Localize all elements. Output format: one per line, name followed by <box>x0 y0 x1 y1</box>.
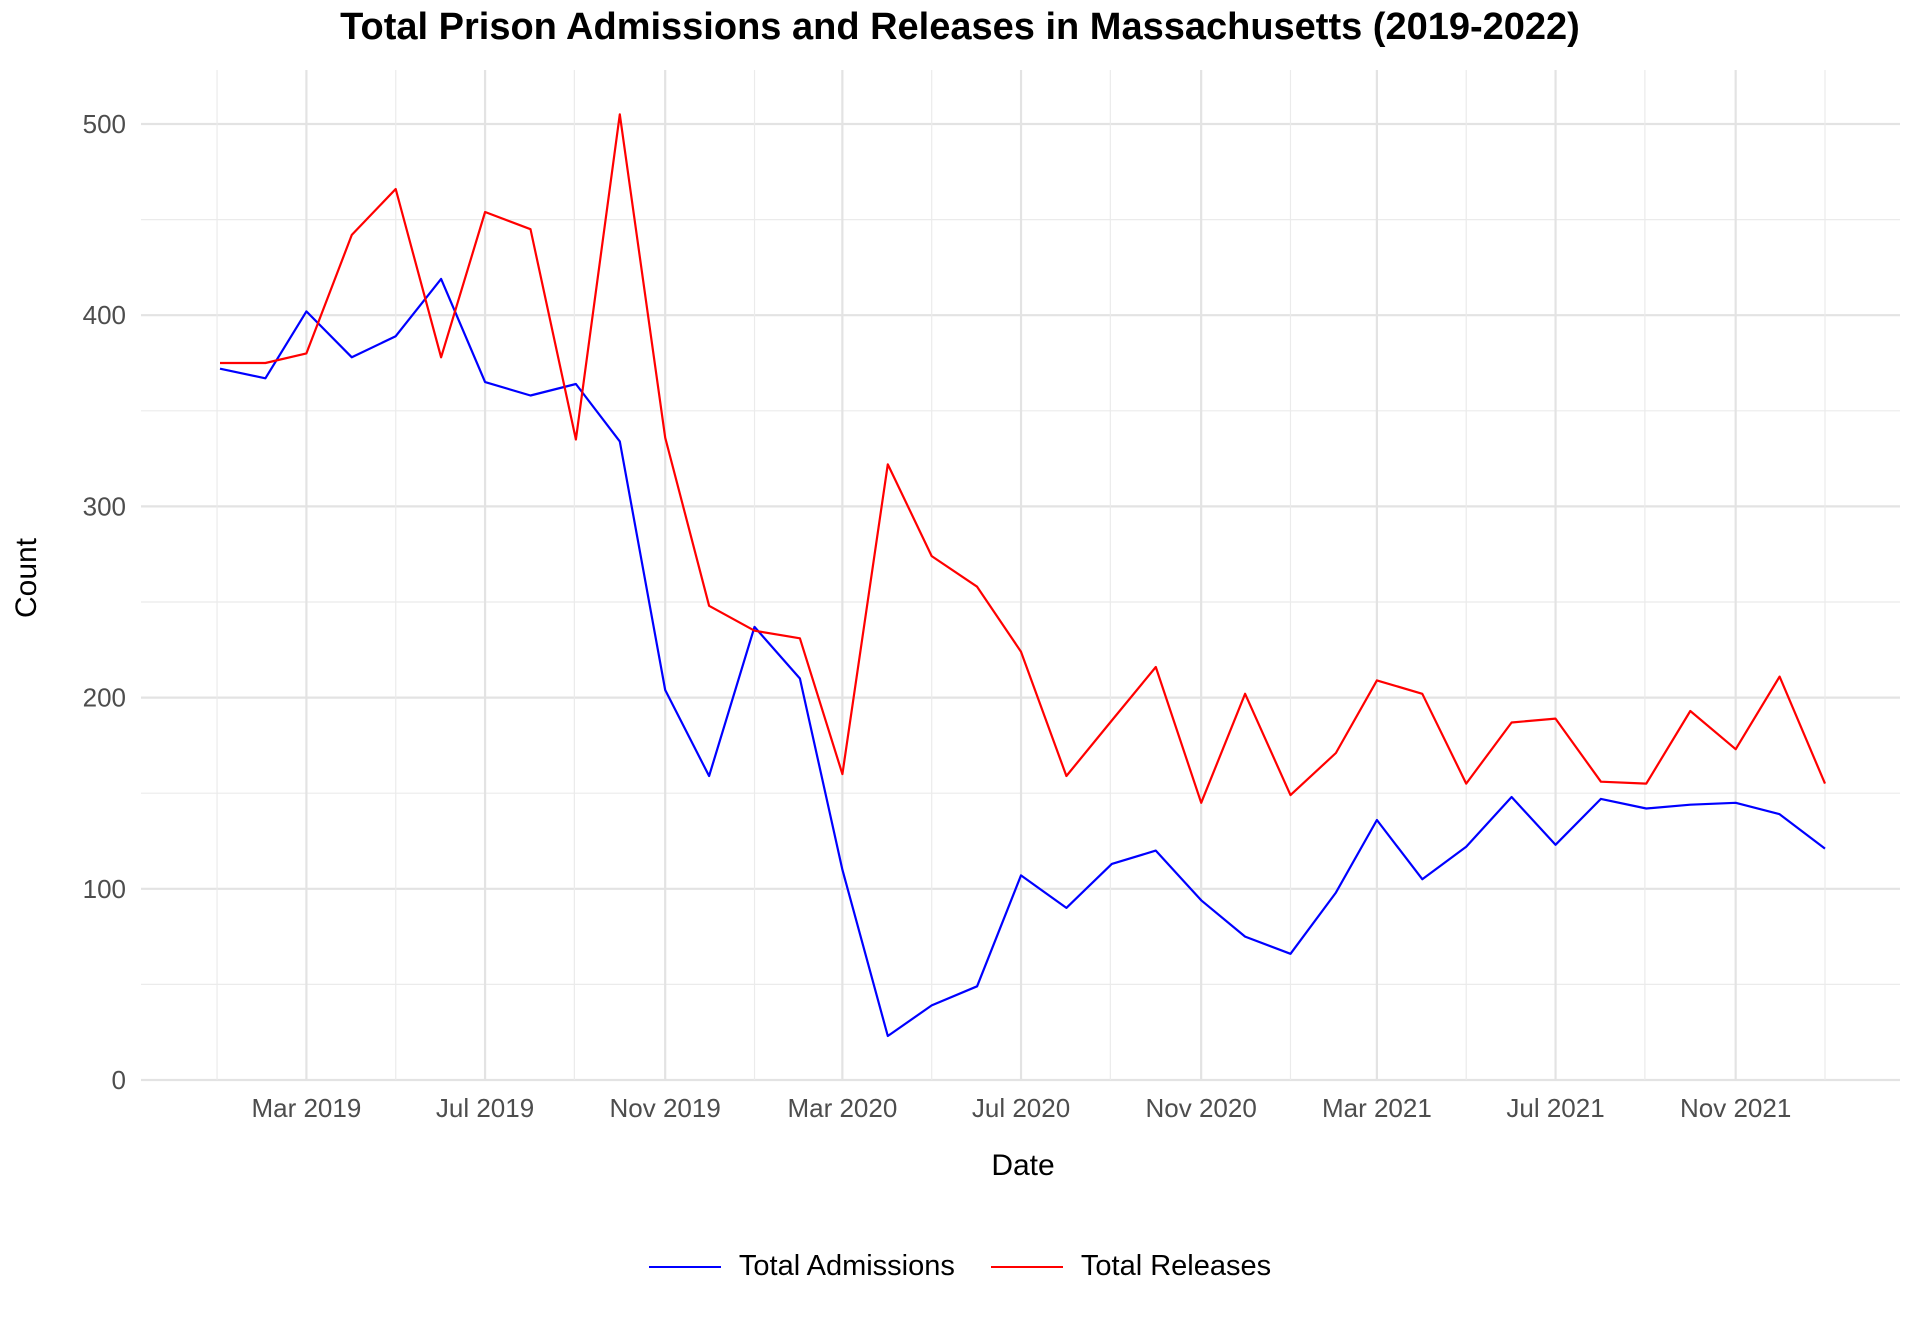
series-line-releases <box>220 113 1827 804</box>
y-tick-label: 100 <box>83 874 126 904</box>
grid-lines <box>141 70 1900 1082</box>
legend-item-admissions: Total Admissions <box>648 1250 955 1283</box>
legend: Total Admissions Total Releases <box>0 1250 1920 1283</box>
y-tick-label: 0 <box>112 1065 126 1095</box>
y-tick-label: 400 <box>83 300 126 330</box>
legend-label-releases: Total Releases <box>1080 1250 1272 1282</box>
x-tick-label: Nov 2019 <box>610 1093 721 1123</box>
legend-label-admissions: Total Admissions <box>738 1250 955 1282</box>
x-tick-label: Nov 2020 <box>1146 1093 1257 1123</box>
legend-key-releases <box>990 1265 1063 1268</box>
x-tick-label: Jul 2019 <box>436 1093 534 1123</box>
x-tick-label: Nov 2021 <box>1680 1093 1791 1123</box>
chart-title: Total Prison Admissions and Releases in … <box>340 6 1580 48</box>
legend-item-releases: Total Releases <box>990 1250 1272 1283</box>
x-tick-label: Jul 2021 <box>1506 1093 1604 1123</box>
x-axis-title: Date <box>991 1149 1054 1182</box>
x-tick-label: Mar 2020 <box>787 1093 897 1123</box>
x-tick-label: Mar 2019 <box>251 1093 361 1123</box>
y-axis-ticks: 0 100 200 300 400 500 <box>83 109 126 1095</box>
y-tick-label: 500 <box>83 109 126 139</box>
y-tick-label: 200 <box>83 683 126 713</box>
x-axis-ticks: Mar 2019 Jul 2019 Nov 2019 Mar 2020 Jul 2020… <box>251 1093 1791 1123</box>
series-lines <box>219 113 1827 1038</box>
y-axis-title: Count <box>10 537 43 618</box>
y-tick-label: 300 <box>83 491 126 521</box>
legend-key-admissions <box>648 1265 721 1268</box>
x-tick-label: Mar 2021 <box>1322 1093 1432 1123</box>
x-tick-label: Jul 2020 <box>972 1093 1070 1123</box>
series-line-admissions <box>219 277 1826 1038</box>
